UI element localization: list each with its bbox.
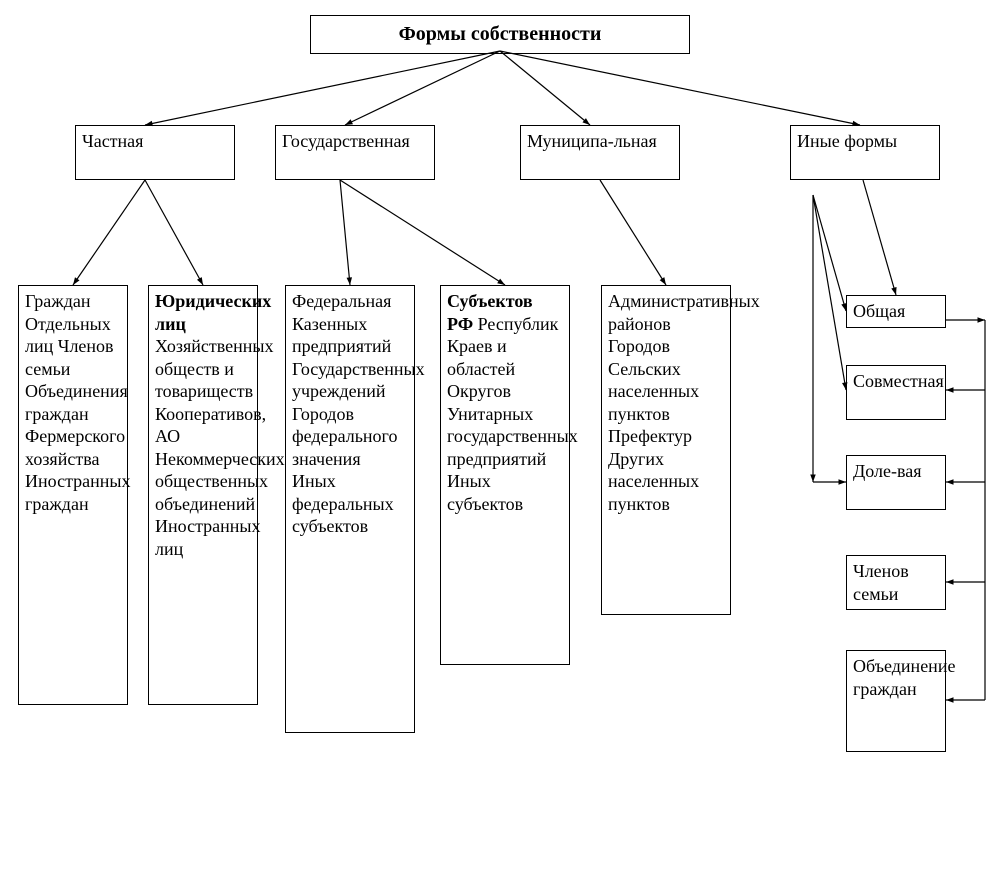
node-state: Государственная (275, 125, 435, 180)
bold-label: Юридических лиц (155, 291, 271, 334)
node-joint: Совместная (846, 365, 946, 420)
node-municipal: Муниципа-льная (520, 125, 680, 180)
node-citizens: Граждан Отдельных лиц Членов семьи Объед… (18, 285, 128, 705)
node-legal-entities: Юридических лиц Хозяйственных обществ и … (148, 285, 258, 705)
node-federal: Федеральная Казенных предприятий Государ… (285, 285, 415, 733)
node-family-members: Членов семьи (846, 555, 946, 610)
node-private: Частная (75, 125, 235, 180)
node-common: Общая (846, 295, 946, 328)
rest-label: Хозяйственных обществ и товариществ Кооп… (155, 336, 285, 559)
node-other-forms: Иные формы (790, 125, 940, 180)
node-subjects-rf: Субъектов РФ Республик Краев и областей … (440, 285, 570, 665)
node-citizens-union: Объединение граждан (846, 650, 946, 752)
node-share: Доле-вая (846, 455, 946, 510)
root-node: Формы собственности (310, 15, 690, 54)
rest-label: Республик Краев и областей Округов Унита… (447, 314, 578, 514)
node-admin-districts: Административных районов Городов Сельски… (601, 285, 731, 615)
